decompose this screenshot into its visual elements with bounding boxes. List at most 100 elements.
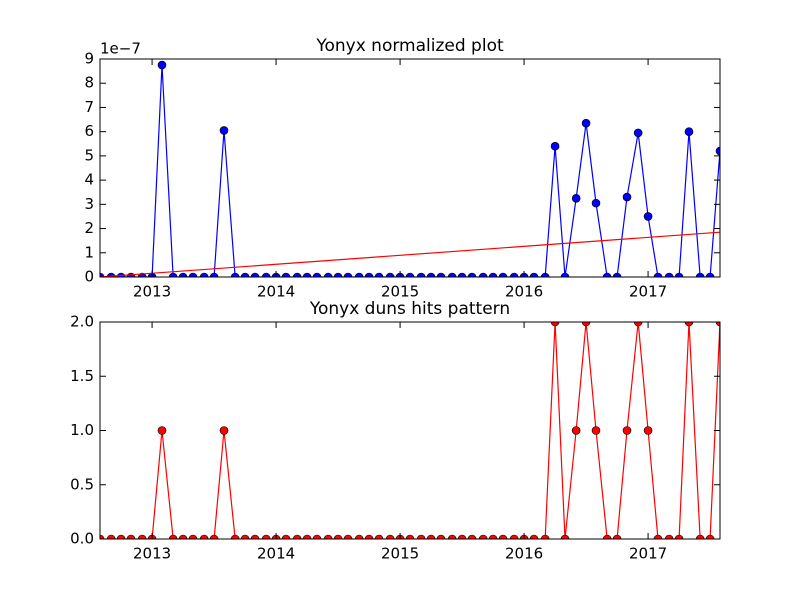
x-tick-label: 2016 xyxy=(505,545,543,563)
marker xyxy=(374,272,384,277)
marker xyxy=(106,534,116,539)
marker xyxy=(447,534,457,539)
marker xyxy=(261,272,271,277)
y-tick-label: 2.0 xyxy=(70,313,94,331)
marker xyxy=(529,272,539,277)
marker xyxy=(199,272,209,277)
marker xyxy=(209,272,219,277)
y-tick-label: 0.5 xyxy=(70,475,94,493)
y-tick-label: 6 xyxy=(84,122,94,140)
marker xyxy=(354,272,364,277)
marker xyxy=(343,272,353,277)
marker xyxy=(684,127,694,136)
marker xyxy=(674,272,684,277)
marker xyxy=(250,272,260,277)
marker xyxy=(488,272,498,277)
x-tick-label: 2014 xyxy=(257,283,295,301)
marker xyxy=(385,272,395,277)
marker xyxy=(478,534,488,539)
marker xyxy=(100,272,105,277)
y-tick-label: 9 xyxy=(84,50,94,68)
marker xyxy=(467,534,477,539)
marker xyxy=(292,272,302,277)
marker xyxy=(426,272,436,277)
marker xyxy=(633,322,643,327)
marker xyxy=(364,272,374,277)
marker xyxy=(230,272,240,277)
chart-title: Yonyx duns hits pattern xyxy=(309,299,510,319)
x-tick-label: 2013 xyxy=(133,545,171,563)
marker xyxy=(664,272,674,277)
marker xyxy=(581,322,591,327)
marker xyxy=(364,534,374,539)
marker xyxy=(240,534,250,539)
marker xyxy=(591,198,601,208)
marker xyxy=(498,272,508,277)
marker xyxy=(302,272,312,277)
marker xyxy=(250,534,260,539)
marker xyxy=(633,128,643,138)
marker xyxy=(457,534,467,539)
marker xyxy=(240,272,250,277)
x-tick-label: 2017 xyxy=(629,545,667,563)
marker xyxy=(302,534,312,539)
series-line xyxy=(100,231,720,277)
y-tick-label: 2 xyxy=(84,219,94,237)
marker xyxy=(560,534,570,539)
marker xyxy=(168,534,178,539)
y-tick-label: 0 xyxy=(84,268,94,286)
axes-frame xyxy=(99,58,721,278)
marker xyxy=(157,426,167,435)
y-tick-label: 8 xyxy=(84,74,94,92)
marker xyxy=(581,118,591,128)
marker xyxy=(622,192,632,202)
marker xyxy=(602,534,612,539)
x-tick-label: 2015 xyxy=(381,545,419,563)
marker xyxy=(188,534,198,539)
marker xyxy=(653,272,663,277)
marker xyxy=(116,534,126,539)
y-tick-label: 3 xyxy=(84,195,94,213)
x-tick-label: 2016 xyxy=(505,283,543,301)
marker xyxy=(695,534,705,539)
marker xyxy=(281,534,291,539)
y-tick-label: 1.5 xyxy=(70,367,94,385)
marker xyxy=(230,534,240,539)
marker xyxy=(612,272,622,277)
marker xyxy=(684,322,694,327)
marker xyxy=(405,272,415,277)
marker xyxy=(416,534,426,539)
marker xyxy=(405,534,415,539)
marker xyxy=(281,272,291,277)
y-tick-label: 1.0 xyxy=(70,421,94,439)
marker xyxy=(674,534,684,539)
marker xyxy=(509,534,519,539)
marker xyxy=(426,534,436,539)
marker xyxy=(323,534,333,539)
x-tick-label: 2017 xyxy=(629,283,667,301)
marker xyxy=(550,141,560,151)
marker xyxy=(612,534,622,539)
marker xyxy=(653,534,663,539)
marker xyxy=(643,212,653,221)
marker xyxy=(509,272,519,277)
marker xyxy=(312,272,322,277)
marker xyxy=(219,126,229,135)
marker xyxy=(219,426,229,435)
marker xyxy=(436,272,446,277)
marker xyxy=(374,534,384,539)
marker xyxy=(715,146,720,156)
marker xyxy=(178,272,188,277)
x-tick-label: 2013 xyxy=(133,283,171,301)
marker xyxy=(168,272,178,277)
marker xyxy=(571,193,581,203)
marker xyxy=(343,534,353,539)
marker xyxy=(137,534,147,539)
marker xyxy=(323,272,333,277)
chart-title: Yonyx normalized plot xyxy=(315,36,504,56)
marker xyxy=(622,426,632,435)
marker xyxy=(447,272,457,277)
marker xyxy=(436,534,446,539)
marker xyxy=(705,534,715,539)
